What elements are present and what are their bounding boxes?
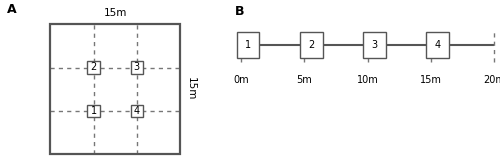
Text: 15m: 15m (186, 77, 196, 101)
Bar (88, 61, 100, 74)
Text: 10m: 10m (356, 75, 378, 85)
Bar (130, 61, 143, 74)
Text: 4: 4 (134, 106, 140, 116)
Text: B: B (235, 5, 244, 18)
Text: 2: 2 (90, 63, 96, 73)
Bar (50, 24, 180, 154)
Text: 5m: 5m (296, 75, 312, 85)
Text: 2: 2 (308, 40, 314, 50)
Bar (130, 105, 143, 117)
Bar (426, 32, 449, 58)
Text: 1: 1 (90, 106, 96, 116)
Bar (88, 105, 100, 117)
Text: 3: 3 (134, 63, 140, 73)
Text: 1: 1 (245, 40, 251, 50)
Bar (237, 32, 260, 58)
Text: 0m: 0m (234, 75, 249, 85)
Text: A: A (8, 3, 17, 16)
Bar (300, 32, 322, 58)
Text: 15m: 15m (420, 75, 442, 85)
Text: 20m: 20m (483, 75, 500, 85)
Bar (363, 32, 386, 58)
Text: 4: 4 (434, 40, 440, 50)
Text: 3: 3 (372, 40, 378, 50)
Text: 15m: 15m (104, 8, 127, 18)
